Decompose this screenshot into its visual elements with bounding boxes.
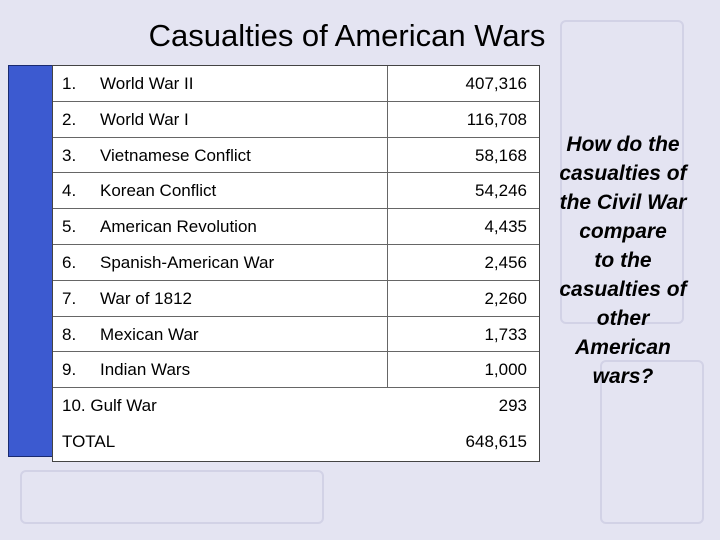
question-line: casualties of [559,162,687,185]
casualties: 4,435 [484,217,527,237]
table-row: 8. Mexican War 1,733 [53,316,539,353]
table-row: 3. Vietnamese Conflict 58,168 [53,137,539,174]
rank: 7. [62,288,77,308]
question-line: to the [594,249,652,272]
column-divider [387,101,388,138]
table-row: 4. Korean Conflict 54,246 [53,173,539,210]
table-row: 9. Indian Wars 1,000 [53,352,539,389]
casualties: 1,000 [484,360,527,380]
casualties: 58,168 [475,145,527,165]
rank: 4. [62,181,77,201]
casualties: 2,260 [484,288,527,308]
column-divider [387,280,388,317]
war-name: American Revolution [100,217,257,237]
war-name: Vietnamese Conflict [100,145,251,165]
column-divider [387,352,388,389]
war-name: World War I [100,109,189,129]
table-row: 6. Spanish-American War 2,456 [53,245,539,281]
casualties: 54,246 [475,181,527,201]
question-line: How do the [566,133,680,156]
background-decoration [560,20,684,324]
casualties: 1,733 [484,324,527,344]
war-name: Indian Wars [100,360,191,380]
casualties: 2,456 [484,253,527,272]
side-bar [8,65,54,457]
column-divider [387,173,388,210]
war-name: Korean Conflict [100,181,217,201]
casualties: 293 [498,396,527,416]
column-divider [387,316,388,353]
question-line: American [575,336,671,359]
table-row: 7. War of 1812 2,260 [53,280,539,317]
question-line: the Civil War [559,191,687,214]
question-line: other [596,307,650,330]
casualties: 407,316 [465,74,527,93]
background-decoration [600,360,704,524]
war-name: Mexican War [100,324,199,344]
question-line: casualties of [559,278,687,301]
casualty-table: 1. World War II 407,316 2. World War I 116,70… [52,65,540,462]
question-line: compare [579,220,667,243]
row-label: 10. Gulf War [62,396,157,416]
war-name: Spanish-American War [100,253,275,272]
row-label: TOTAL [62,432,116,451]
rank: 5. [62,217,77,237]
column-divider [387,209,388,245]
table-row: 1. World War II 407,316 [53,66,539,102]
table-row: 2. World War I 116,708 [53,101,539,138]
rank: 2. [62,109,77,129]
war-name: World War II [100,74,194,93]
column-divider [387,137,388,174]
background-decoration [20,470,324,524]
rank: 9. [62,360,77,380]
rank: 6. [62,253,77,272]
column-divider [387,245,388,281]
slide-title: Casualties of American Wars [148,18,546,53]
casualties: 116,708 [466,109,527,129]
casualties: 648,615 [465,432,527,451]
rank: 8. [62,324,77,344]
question-text: How do the casualties of the Civil War comp… [528,130,718,391]
question-line: wars? [592,365,654,388]
column-divider [387,66,388,102]
rank: 1. [62,74,77,93]
table-row: 10. Gulf War 293 [53,388,539,424]
war-name: War of 1812 [100,288,192,308]
table-row: 5. American Revolution 4,435 [53,209,539,245]
table-row: TOTAL 648,615 [53,424,539,460]
rank: 3. [62,145,77,165]
